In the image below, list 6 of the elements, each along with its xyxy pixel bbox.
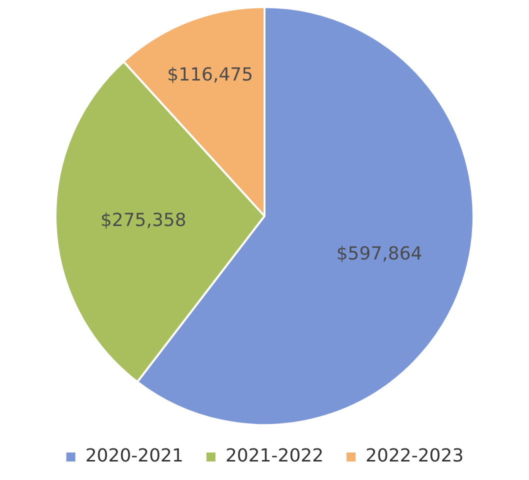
data-label: $275,358 [100, 210, 186, 231]
legend-label: 2022-2023 [366, 446, 464, 467]
data-label: $597,864 [336, 244, 422, 265]
legend-label: 2021-2022 [225, 446, 324, 467]
legend-label: 2020-2021 [85, 446, 184, 467]
data-label: $116,475 [167, 64, 254, 86]
